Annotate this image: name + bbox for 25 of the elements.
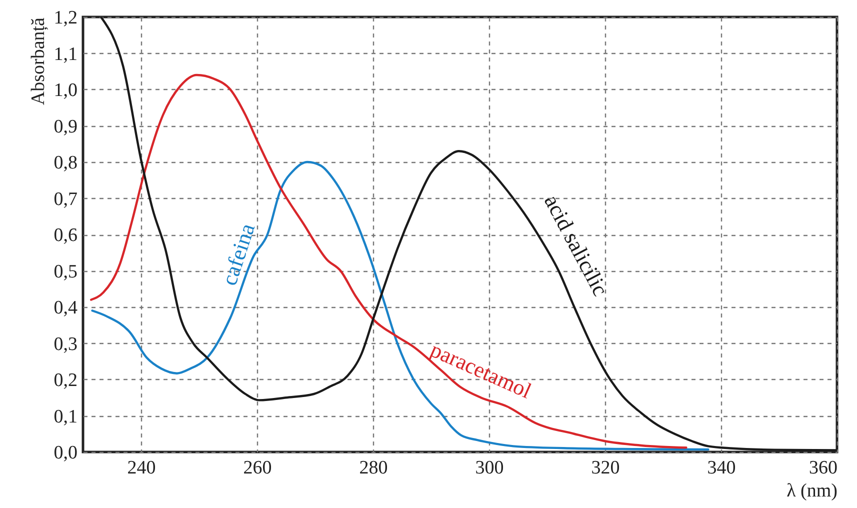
y-axis-title: Absorbanță	[28, 16, 49, 106]
x-tick-label: 260	[243, 458, 272, 478]
y-tick-label: 0,6	[54, 225, 78, 246]
y-tick-label: 0,1	[54, 406, 78, 428]
x-tick-label: 360	[809, 458, 838, 478]
x-tick-label: 280	[359, 458, 388, 478]
line-series	[91, 160, 710, 451]
line-series	[90, 74, 688, 449]
x-axis-title: λ (nm)	[786, 480, 838, 502]
x-tick-label: 240	[127, 458, 156, 478]
y-tick-label: 0,4	[54, 298, 78, 318]
y-tick-label: 0,2	[54, 370, 78, 391]
y-tick-label: 0,8	[54, 152, 78, 174]
text: cafeina	[216, 220, 260, 288]
y-tick-label: 1,0	[54, 80, 78, 101]
y-tick-label: 1,1	[54, 44, 78, 65]
x-tick-label: 320	[591, 458, 620, 478]
y-tick-label: 0,9	[54, 116, 78, 138]
y-tick-label: 0,7	[54, 188, 78, 210]
y-tick-label: 0,3	[54, 334, 78, 355]
y-tick-label: 0,5	[54, 261, 78, 282]
x-tick-label: 300	[475, 458, 504, 478]
y-tick-label: 1,2	[54, 8, 78, 28]
x-tick-label: 340	[707, 458, 736, 478]
y-tick-label: 0,0	[54, 442, 78, 464]
